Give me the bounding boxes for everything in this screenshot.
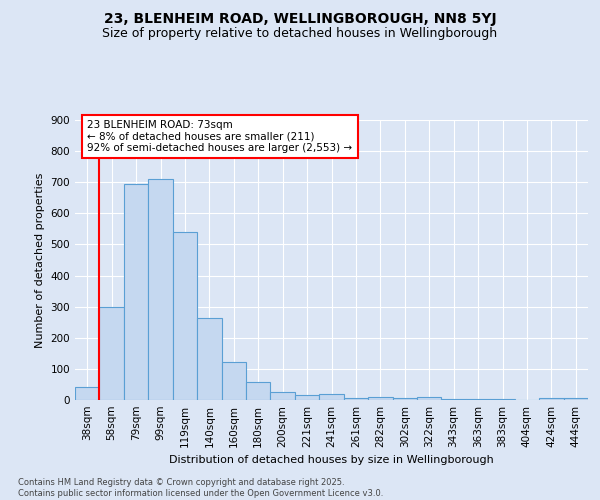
Bar [368, 397, 392, 400]
Bar [148, 179, 173, 400]
X-axis label: Distribution of detached houses by size in Wellingborough: Distribution of detached houses by size … [169, 456, 494, 466]
Bar [124, 184, 148, 400]
Bar [173, 232, 197, 400]
Bar [417, 397, 442, 400]
Bar [563, 398, 588, 400]
Bar [392, 398, 417, 400]
Bar [539, 398, 563, 400]
Bar [271, 392, 295, 400]
Bar [295, 396, 319, 400]
Bar [319, 394, 344, 400]
Bar [197, 318, 221, 400]
Bar [75, 387, 100, 400]
Bar [100, 306, 124, 400]
Bar [344, 398, 368, 400]
Text: 23 BLENHEIM ROAD: 73sqm
← 8% of detached houses are smaller (211)
92% of semi-de: 23 BLENHEIM ROAD: 73sqm ← 8% of detached… [87, 120, 352, 153]
Text: Size of property relative to detached houses in Wellingborough: Size of property relative to detached ho… [103, 28, 497, 40]
Bar [442, 399, 466, 400]
Text: 23, BLENHEIM ROAD, WELLINGBOROUGH, NN8 5YJ: 23, BLENHEIM ROAD, WELLINGBOROUGH, NN8 5… [104, 12, 496, 26]
Bar [490, 399, 515, 400]
Bar [221, 362, 246, 400]
Y-axis label: Number of detached properties: Number of detached properties [35, 172, 45, 348]
Bar [246, 382, 271, 400]
Text: Contains HM Land Registry data © Crown copyright and database right 2025.
Contai: Contains HM Land Registry data © Crown c… [18, 478, 383, 498]
